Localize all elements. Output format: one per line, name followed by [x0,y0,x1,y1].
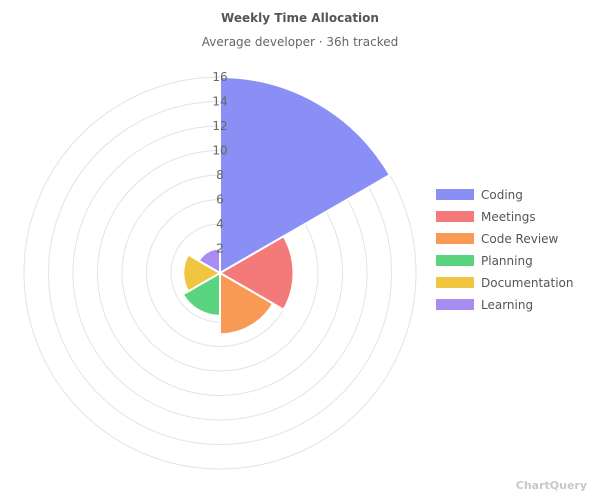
legend-label-code-review: Code Review [481,232,559,246]
watermark: ChartQuery [516,479,587,492]
slice-learning [197,247,221,275]
slice-documentation [182,253,223,293]
slices [181,75,392,336]
slice-planning [181,271,221,317]
chart-subtitle: Average developer · 36h tracked [202,35,398,49]
legend-swatch-meetings [436,211,474,222]
chart-title: Weekly Time Allocation [221,11,379,25]
legend-label-learning: Learning [481,298,533,312]
tick-label-10: 10 [212,144,227,158]
legend-swatch-planning [436,255,474,266]
slice-meetings [218,234,295,312]
legend-label-planning: Planning [481,254,533,268]
tick-label-6: 6 [216,193,224,207]
tick-label-14: 14 [212,95,227,109]
tick-label-2: 2 [216,242,224,256]
tick-label-8: 8 [216,168,224,182]
legend-label-coding: Coding [481,188,523,202]
legend-swatch-documentation [436,277,474,288]
slice-code-review [219,271,275,336]
radial-ticks: 2 4 6 8 10 12 14 16 [212,70,227,256]
legend-swatch-learning [436,299,474,310]
legend-label-documentation: Documentation [481,276,574,290]
tick-label-4: 4 [216,217,224,231]
tick-label-12: 12 [212,119,227,133]
tick-label-16: 16 [212,70,227,84]
slice-coding [219,75,392,275]
legend: Coding Meetings Code Review Planning Documen… [436,188,574,312]
legend-label-meetings: Meetings [481,210,536,224]
legend-swatch-coding [436,189,474,200]
legend-swatch-code-review [436,233,474,244]
